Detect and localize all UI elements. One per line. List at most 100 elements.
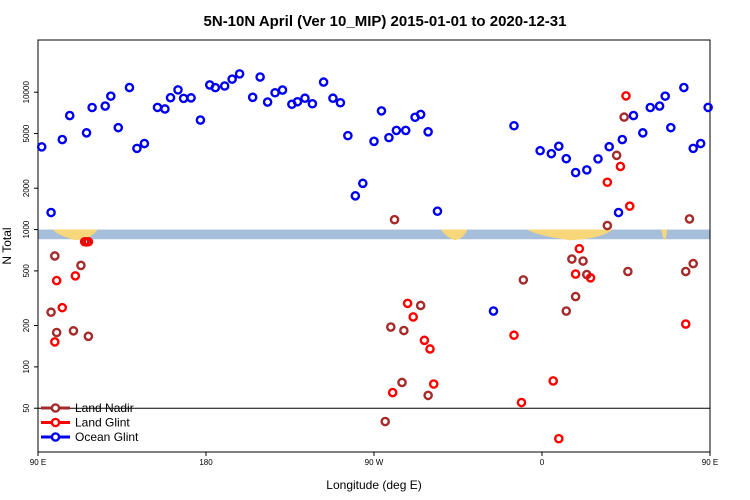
x-axis-label: Longitude (deg E) — [326, 478, 421, 492]
point-ocean-glint — [695, 138, 706, 149]
point-ocean-glint — [638, 128, 648, 138]
point-land-glint — [51, 275, 62, 286]
legend-marker-ocean-glint — [50, 432, 61, 442]
point-land-nadir — [68, 326, 79, 336]
point-land-nadir — [684, 214, 695, 224]
point-ocean-glint — [247, 92, 258, 103]
point-land-glint — [402, 298, 413, 309]
point-land-nadir — [570, 291, 581, 302]
point-land-glint — [50, 337, 60, 347]
point-ocean-glint — [357, 178, 368, 189]
point-land-nadir — [51, 327, 62, 338]
point-land-glint — [57, 302, 68, 313]
point-ocean-glint — [369, 136, 379, 147]
point-ocean-glint — [186, 93, 196, 103]
point-land-nadir — [83, 331, 94, 342]
legend-label-land-nadir: Land Nadir — [75, 401, 134, 415]
point-ocean-glint — [106, 91, 116, 101]
point-ocean-glint — [152, 102, 163, 113]
point-ocean-glint — [488, 306, 499, 316]
point-land-nadir — [46, 307, 56, 318]
point-ocean-glint — [400, 125, 411, 136]
point-land-glint — [624, 201, 635, 211]
point-ocean-glint — [645, 102, 656, 113]
point-ocean-glint — [509, 120, 519, 131]
point-land-glint — [615, 161, 626, 172]
point-ocean-glint — [535, 145, 545, 156]
point-ocean-glint — [300, 93, 310, 104]
point-land-glint — [570, 269, 581, 279]
x-tick-label: 0 — [540, 458, 545, 467]
point-ocean-glint — [36, 142, 47, 152]
y-tick-label: 100 — [22, 360, 31, 374]
point-ocean-glint — [234, 69, 245, 79]
point-land-glint — [548, 376, 559, 386]
point-land-nadir — [623, 266, 633, 277]
point-ocean-glint — [423, 126, 433, 137]
point-land-nadir — [380, 416, 391, 427]
point-ocean-glint — [165, 92, 176, 103]
data-points — [36, 69, 713, 444]
point-ocean-glint — [113, 122, 124, 133]
point-land-nadir — [567, 254, 577, 264]
point-land-nadir — [389, 214, 400, 225]
point-ocean-glint — [195, 115, 206, 125]
point-ocean-glint — [132, 143, 142, 154]
point-ocean-glint — [87, 102, 97, 113]
series-land-nadir — [46, 112, 699, 427]
point-ocean-glint — [307, 98, 318, 109]
point-ocean-glint — [679, 82, 689, 93]
point-ocean-glint — [219, 81, 230, 91]
point-ocean-glint — [617, 134, 628, 145]
point-ocean-glint — [660, 91, 671, 101]
point-land-glint — [419, 335, 430, 346]
point-ocean-glint — [57, 134, 68, 145]
legend-marker-land-glint — [50, 417, 61, 428]
point-ocean-glint — [391, 125, 402, 136]
point-ocean-glint — [343, 130, 353, 141]
x-tick-label: 90 W — [365, 458, 384, 467]
point-land-nadir — [415, 300, 426, 311]
point-land-glint — [408, 312, 419, 322]
point-ocean-glint — [160, 104, 170, 114]
point-land-glint — [387, 387, 398, 398]
point-land-glint — [585, 273, 596, 283]
legend-label-ocean-glint: Ocean Glint — [75, 430, 139, 444]
point-ocean-glint — [262, 97, 273, 107]
chart-title: 5N-10N April (Ver 10_MIP) 2015-01-01 to … — [204, 13, 567, 30]
point-ocean-glint — [593, 154, 603, 164]
point-ocean-glint — [582, 165, 592, 175]
point-land-nadir — [399, 325, 409, 336]
point-ocean-glint — [335, 97, 346, 108]
point-land-glint — [680, 319, 691, 329]
point-land-nadir — [680, 266, 691, 277]
y-tick-label: 1000 — [22, 220, 31, 238]
land-shape — [661, 229, 668, 241]
point-land-glint — [428, 379, 439, 389]
point-land-nadir — [602, 220, 613, 231]
point-ocean-glint — [613, 207, 624, 218]
point-ocean-glint — [688, 143, 699, 154]
point-land-nadir — [619, 112, 629, 122]
point-ocean-glint — [546, 148, 557, 159]
point-ocean-glint — [139, 138, 150, 149]
series-land-glint — [50, 91, 691, 444]
point-ocean-glint — [100, 101, 110, 111]
point-land-nadir — [423, 390, 433, 401]
point-land-glint — [425, 344, 435, 354]
point-land-glint — [602, 177, 613, 188]
point-land-glint — [79, 236, 90, 247]
point-ocean-glint — [46, 207, 56, 218]
point-ocean-glint — [432, 206, 443, 217]
point-ocean-glint — [384, 132, 394, 143]
y-tick-label: 2000 — [22, 179, 31, 197]
point-land-nadir — [50, 251, 60, 261]
legend-marker-land-nadir — [50, 403, 61, 413]
point-ocean-glint — [654, 101, 665, 111]
y-axis: 50 100 200 500 1000 2000 5000 10000 — [22, 81, 38, 413]
point-land-glint — [70, 271, 81, 281]
point-ocean-glint — [570, 167, 581, 178]
land-band — [38, 229, 710, 241]
